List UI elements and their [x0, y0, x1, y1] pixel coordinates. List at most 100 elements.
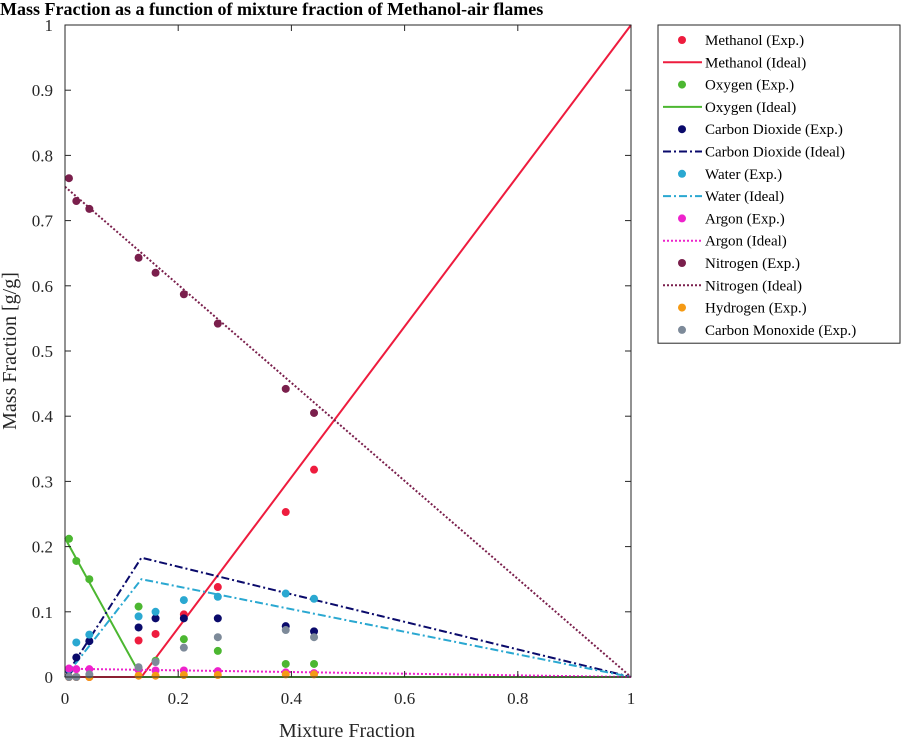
data-point-13-3 — [134, 663, 143, 672]
data-point-10-4 — [151, 268, 160, 277]
plot-area — [64, 24, 632, 681]
data-point-8-0 — [64, 664, 73, 673]
x-tick-label: 0.4 — [281, 689, 303, 708]
data-point-4-8 — [310, 627, 319, 636]
series-line-11 — [64, 185, 632, 678]
y-tick-label: 0.6 — [32, 277, 53, 296]
legend-label-11: Nitrogen (Ideal) — [705, 278, 802, 294]
legend-label-7: Water (Ideal) — [705, 189, 784, 205]
legend-marker-6 — [678, 169, 686, 178]
y-tick-label: 0.2 — [32, 538, 53, 557]
data-point-13-4 — [151, 658, 160, 667]
data-point-6-5 — [179, 596, 188, 605]
data-point-12-3 — [134, 671, 143, 680]
y-tick-label: 0.7 — [32, 212, 54, 231]
data-point-0-8 — [310, 465, 319, 474]
legend-label-5: Carbon Dioxide (Ideal) — [705, 145, 845, 161]
y-tick-label: 0.8 — [32, 146, 53, 165]
data-point-12-8 — [310, 670, 319, 679]
y-tick-label: 0.1 — [32, 603, 53, 622]
data-point-4-6 — [213, 614, 222, 623]
axes-frame — [64, 24, 632, 678]
legend-marker-13 — [678, 325, 686, 334]
axes: 0 0.2 0.4 0.6 0.8 1 0 0.1 0.2 0.3 0.4 0.5 0.6 0.7 0.8 0… — [32, 16, 636, 708]
y-tick-label: 0.4 — [32, 407, 54, 426]
legend-label-3: Oxygen (Ideal) — [705, 100, 796, 116]
y-axis-label: Mass Fraction [g/g] — [0, 272, 21, 430]
legend-label-0: Methanol (Exp.) — [705, 33, 804, 49]
data-point-13-7 — [281, 626, 290, 635]
data-point-10-6 — [213, 319, 222, 328]
legend-label-2: Oxygen (Exp.) — [705, 78, 794, 94]
data-point-12-5 — [179, 671, 188, 680]
y-tick-label: 0.3 — [32, 472, 53, 491]
y-tick-label: 0.9 — [32, 81, 53, 100]
x-tick-label: 0.8 — [507, 689, 528, 708]
data-point-10-3 — [134, 253, 143, 262]
legend-marker-8 — [678, 214, 686, 223]
data-point-13-2 — [85, 670, 94, 679]
data-point-13-8 — [310, 633, 319, 642]
y-tick-label: 0 — [45, 668, 54, 687]
legend: Methanol (Exp.) Methanol (Ideal) Oxygen (E… — [657, 24, 901, 344]
data-point-10-0 — [64, 174, 73, 183]
data-point-6-1 — [72, 638, 81, 647]
data-point-10-8 — [310, 408, 319, 417]
data-point-4-4 — [151, 614, 160, 623]
data-point-4-2 — [85, 637, 94, 646]
y-tick-label: 0.5 — [32, 342, 53, 361]
legend-label-4: Carbon Dioxide (Exp.) — [705, 122, 843, 138]
legend-marker-12 — [678, 303, 686, 312]
data-point-10-1 — [72, 197, 81, 206]
data-point-12-6 — [213, 671, 222, 680]
x-tick-label: 1 — [627, 689, 636, 708]
data-point-2-6 — [213, 646, 222, 655]
data-point-2-1 — [72, 556, 81, 565]
legend-label-8: Argon (Exp.) — [705, 211, 785, 227]
legend-box — [657, 24, 901, 344]
data-point-6-7 — [281, 589, 290, 598]
data-point-4-1 — [72, 653, 81, 662]
data-point-8-1 — [72, 665, 81, 674]
data-point-0-6 — [213, 583, 222, 592]
data-point-10-7 — [281, 384, 290, 393]
data-point-0-7 — [281, 508, 290, 517]
series-line-1 — [65, 24, 632, 678]
data-point-4-3 — [134, 623, 143, 632]
legend-marker-0 — [678, 36, 686, 44]
legend-label-6: Water (Exp.) — [705, 167, 782, 183]
legend-label-10: Nitrogen (Exp.) — [705, 256, 800, 272]
data-point-10-2 — [85, 204, 94, 213]
legend-label-12: Hydrogen (Exp.) — [705, 301, 807, 317]
data-point-2-8 — [310, 659, 319, 668]
legend-marker-2 — [678, 80, 686, 89]
y-tick-label: 1 — [45, 16, 54, 35]
data-point-12-7 — [281, 670, 290, 679]
data-point-0-3 — [134, 636, 143, 645]
legend-label-13: Carbon Monoxide (Exp.) — [705, 323, 856, 339]
data-point-13-6 — [213, 633, 222, 642]
legend-marker-4 — [678, 125, 686, 134]
legend-marker-10 — [678, 259, 686, 267]
legend-label-1: Methanol (Ideal) — [705, 55, 806, 71]
data-point-2-3 — [134, 602, 143, 611]
data-point-4-5 — [179, 614, 188, 623]
x-tick-label: 0 — [61, 689, 70, 708]
data-point-6-3 — [134, 612, 143, 621]
data-point-12-4 — [151, 671, 160, 680]
series-line-7 — [64, 578, 632, 678]
x-tick-label: 0.6 — [394, 689, 415, 708]
data-point-2-5 — [179, 635, 188, 644]
data-point-2-7 — [281, 659, 290, 668]
data-point-2-2 — [85, 575, 94, 584]
chart-title: Mass Fraction as a function of mixture f… — [0, 0, 543, 19]
data-point-10-5 — [179, 290, 188, 299]
series-line-5 — [64, 556, 632, 678]
data-point-13-5 — [179, 643, 188, 652]
series-line-9 — [64, 667, 632, 678]
data-point-6-2 — [85, 630, 94, 639]
data-point-6-8 — [310, 594, 319, 603]
data-point-0-4 — [151, 629, 160, 638]
data-point-2-0 — [64, 534, 73, 543]
